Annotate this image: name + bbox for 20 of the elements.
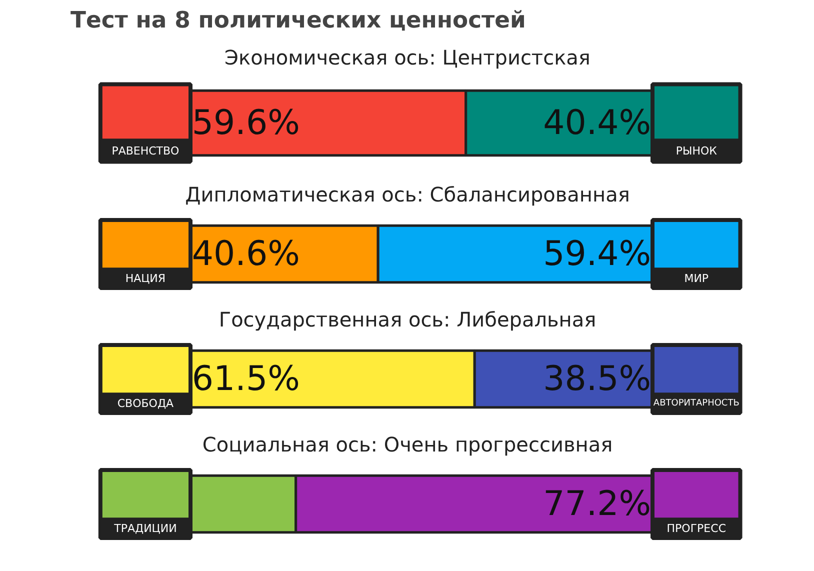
data-label: 40.4%	[543, 103, 652, 143]
series-label: ТРАДИЦИИ	[113, 522, 177, 535]
series-label: ПРОГРЕСС	[666, 522, 726, 535]
chart-title: Тест на 8 политических ценностей	[70, 8, 526, 34]
series-label: РАВЕНСТВО	[112, 144, 180, 158]
data-label: 77.2%	[543, 484, 652, 524]
text: МИР	[684, 272, 709, 285]
text: РЫНОК	[676, 144, 718, 158]
data-label: 40.6%	[192, 234, 300, 274]
data-label: 59.6%	[192, 103, 300, 143]
series-label: АВТОРИТАРНОСТЬ	[653, 398, 740, 408]
chart-subtitle: Государственная ось: Либеральная	[218, 308, 596, 332]
data-label: 61.5%	[192, 359, 300, 399]
chart-subtitle: Социальная ось: Очень прогрессивная	[202, 432, 613, 456]
data-label: 38.5%	[543, 359, 652, 399]
series-label: СВОБОДА	[117, 396, 174, 410]
data-label: 59.4%	[543, 234, 652, 274]
chart-subtitle: Дипломатическая ось: Сбалансированная	[185, 182, 630, 206]
chart-subtitle: Экономическая ось: Центристская	[224, 46, 590, 70]
text: НАЦИЯ	[125, 272, 166, 285]
